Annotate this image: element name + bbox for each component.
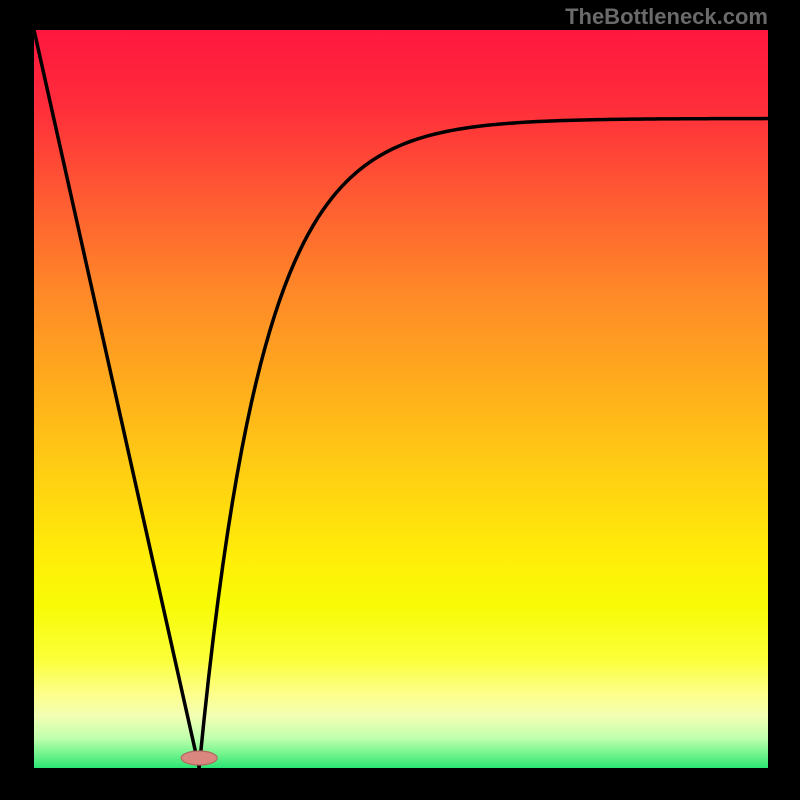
watermark-text: TheBottleneck.com: [565, 4, 768, 30]
bottleneck-chart: [0, 0, 800, 800]
optimal-marker: [181, 751, 217, 765]
plot-gradient: [34, 30, 768, 768]
